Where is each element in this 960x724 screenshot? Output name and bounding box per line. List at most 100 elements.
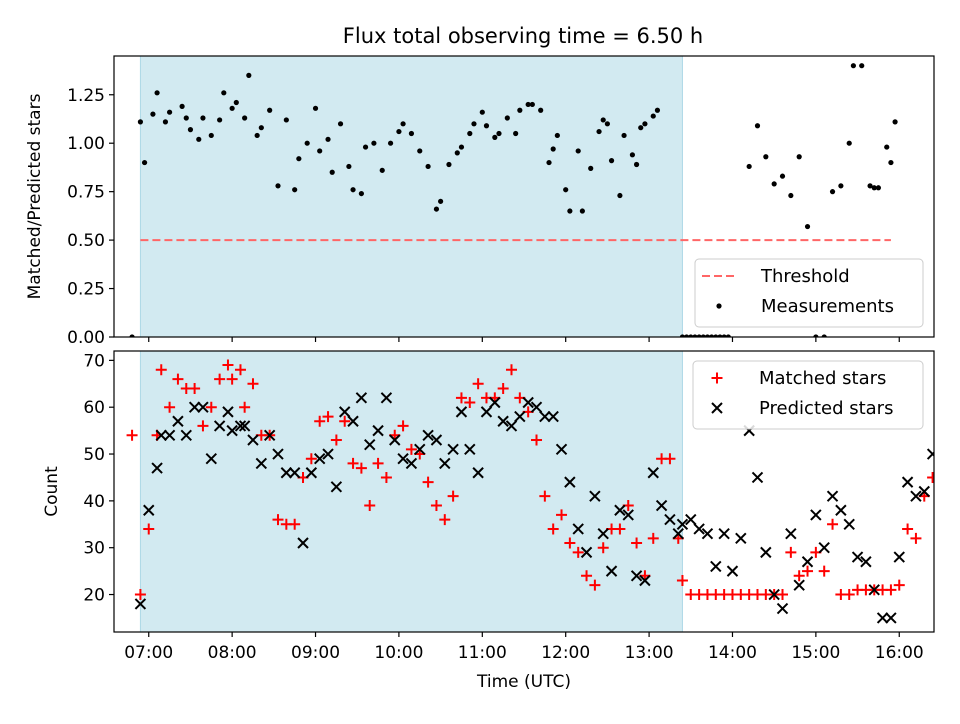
measurement-point bbox=[304, 140, 310, 146]
chart-title: Flux total observing time = 6.50 h bbox=[343, 24, 703, 48]
measurement-point bbox=[325, 136, 331, 142]
matched-star-point bbox=[589, 579, 601, 591]
measurement-point bbox=[396, 128, 402, 135]
x-tick-label: 11:00 bbox=[458, 643, 507, 663]
predicted-star-point bbox=[672, 527, 684, 540]
matched-star-point bbox=[322, 411, 334, 423]
y-tick-label: 20 bbox=[83, 586, 105, 606]
measurement-point bbox=[275, 183, 281, 189]
legend-box bbox=[692, 360, 924, 430]
predicted-star-point bbox=[288, 467, 301, 479]
matched-star-point bbox=[927, 471, 934, 483]
predicted-star-point bbox=[305, 467, 318, 479]
predicted-star-point bbox=[710, 560, 722, 573]
predicted-star-point bbox=[280, 467, 293, 479]
predicted-star-point bbox=[868, 584, 880, 596]
predicted-star-point bbox=[255, 457, 268, 470]
measurement-point bbox=[688, 334, 694, 337]
predicted-star-point bbox=[589, 490, 601, 502]
predicted-star-point bbox=[876, 612, 889, 624]
legend-label: Threshold bbox=[760, 266, 850, 287]
x-tick-label: 16:00 bbox=[875, 643, 924, 663]
predicted-star-point bbox=[647, 467, 659, 479]
matched-star-point bbox=[597, 542, 609, 554]
measurement-point bbox=[179, 103, 185, 109]
measurement-point bbox=[458, 144, 465, 150]
measurement-point bbox=[408, 130, 415, 137]
matched-star-point bbox=[447, 490, 459, 502]
predicted-star-point bbox=[472, 467, 484, 479]
x-tick-label: 07:00 bbox=[124, 643, 173, 663]
ratio-panel: 0.00 0.25 0.50 0.75 1.00 1.25 Matched/Predicte… bbox=[25, 55, 935, 348]
x-tick-label: 09:00 bbox=[291, 643, 340, 663]
measurement-point bbox=[217, 117, 223, 123]
measurement-point bbox=[229, 105, 235, 111]
x-tick-label: 13:00 bbox=[625, 643, 674, 663]
measurement-point bbox=[504, 115, 510, 121]
matched-star-point bbox=[164, 401, 176, 413]
predicted-star-point bbox=[785, 527, 797, 540]
y-tick-label: 0.75 bbox=[67, 183, 105, 203]
measurement-point bbox=[608, 158, 615, 164]
matched-star-point bbox=[272, 514, 284, 526]
predicted-star-point bbox=[372, 424, 384, 437]
measurement-point bbox=[621, 132, 627, 139]
predicted-star-point bbox=[639, 574, 651, 587]
matched-star-point bbox=[827, 518, 839, 530]
predicted-star-point bbox=[247, 434, 259, 446]
measurement-point bbox=[567, 208, 573, 214]
matched-star-point bbox=[910, 532, 922, 544]
predicted-star-point bbox=[936, 519, 946, 529]
measurement-point bbox=[588, 165, 594, 171]
measurement-point bbox=[467, 130, 473, 137]
matched-star-point bbox=[777, 589, 789, 601]
predicted-star-point bbox=[505, 420, 518, 432]
matched-star-point bbox=[234, 364, 246, 376]
measurement-point bbox=[208, 132, 214, 139]
measurement-point bbox=[554, 132, 560, 139]
measurement-point bbox=[838, 183, 844, 189]
measurement-point bbox=[563, 187, 569, 193]
matched-star-point bbox=[614, 523, 626, 535]
predicted-star-point bbox=[226, 424, 238, 437]
measurement-point bbox=[417, 148, 423, 154]
predicted-star-point bbox=[555, 443, 568, 456]
measurement-point bbox=[813, 334, 819, 337]
matched-star-point bbox=[422, 476, 434, 488]
predicted-star-point bbox=[197, 401, 209, 413]
predicted-star-point bbox=[213, 420, 226, 432]
matched-star-point bbox=[531, 434, 543, 446]
matched-star-point bbox=[143, 523, 155, 535]
matched-star-point bbox=[539, 490, 551, 502]
measurement-point bbox=[529, 101, 535, 108]
predicted-star-point bbox=[580, 546, 593, 559]
legend-measurement-swatch bbox=[716, 303, 722, 309]
predicted-star-point bbox=[447, 443, 459, 456]
predicted-star-point bbox=[134, 598, 147, 610]
measurement-point bbox=[379, 167, 385, 173]
predicted-star-point bbox=[347, 415, 359, 427]
measurement-point bbox=[471, 121, 477, 127]
predicted-star-point bbox=[480, 406, 493, 418]
matched-star-point bbox=[564, 537, 576, 549]
predicted-star-point bbox=[422, 429, 434, 442]
predicted-star-point bbox=[818, 541, 830, 554]
predicted-star-point bbox=[726, 565, 739, 577]
matched-star-point bbox=[572, 546, 584, 558]
predicted-star-point bbox=[926, 448, 934, 460]
matched-star-point bbox=[902, 523, 914, 535]
measurement-point bbox=[575, 148, 581, 154]
matched-star-point bbox=[305, 453, 317, 465]
predicted-star-point bbox=[614, 504, 626, 516]
y-axis-label: Count bbox=[42, 466, 62, 517]
matched-star-point bbox=[364, 500, 376, 512]
measurement-point bbox=[233, 99, 239, 106]
y-tick-label: 40 bbox=[83, 492, 105, 512]
measurement-point bbox=[479, 109, 485, 115]
y-tick-label: 30 bbox=[83, 539, 105, 559]
matched-star-point bbox=[134, 589, 146, 601]
predicted-star-point bbox=[322, 448, 334, 460]
measurement-point bbox=[242, 115, 248, 121]
x-tick-label: 14:00 bbox=[708, 643, 757, 663]
predicted-star-point bbox=[768, 588, 780, 601]
